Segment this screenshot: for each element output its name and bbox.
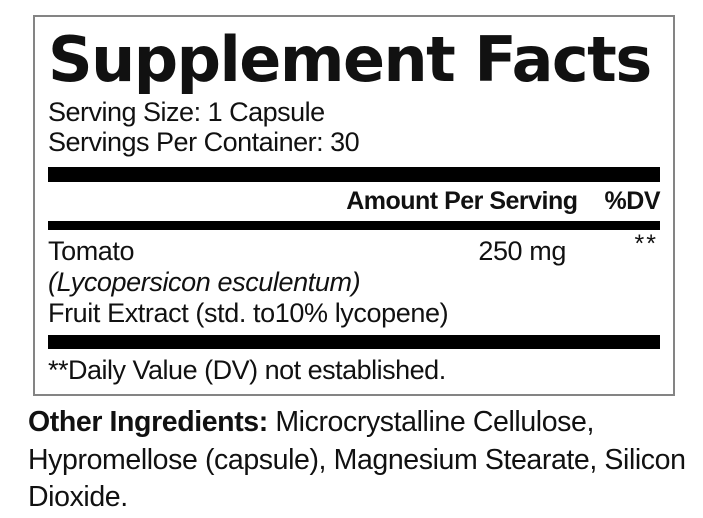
supplement-facts-panel: Supplement Facts Serving Size: 1 Capsule… [33, 15, 675, 396]
amount-per-serving-header: Amount Per Serving [346, 186, 578, 215]
other-ingredients-list: Microcrystalline Cellulose, Hypromellose… [28, 406, 686, 513]
ingredient-main-line: Tomato 250 mg ** [48, 230, 660, 267]
other-ingredients-paragraph: Other Ingredients: Microcrystalline Cell… [28, 404, 700, 517]
ingredient-amount: 250 mg [478, 235, 566, 266]
divider-medium [48, 220, 660, 230]
other-ingredients-label: Other Ingredients: [28, 406, 268, 438]
column-header-row: Amount Per Serving %DV [48, 182, 660, 221]
divider-thick-top [48, 166, 660, 182]
serving-size-text: Serving Size: 1 Capsule [48, 96, 325, 127]
ingredient-description: Fruit Extract (std. to10% lycopene) [48, 297, 449, 328]
ingredient-botanical-name: (Lycopersicon esculentum) [48, 266, 361, 297]
daily-value-footnote: **Daily Value (DV) not established. [48, 354, 446, 385]
ingredient-row: Tomato 250 mg ** (Lycopersicon esculentu… [48, 230, 660, 329]
percent-dv-header: %DV [604, 186, 661, 215]
supplement-facts-title: Supplement Facts [48, 23, 652, 96]
divider-thick-bottom [48, 334, 660, 349]
ingredient-daily-value: ** [634, 229, 658, 258]
ingredient-name: Tomato [48, 235, 135, 266]
servings-per-container-text: Servings Per Container: 30 [48, 126, 360, 157]
